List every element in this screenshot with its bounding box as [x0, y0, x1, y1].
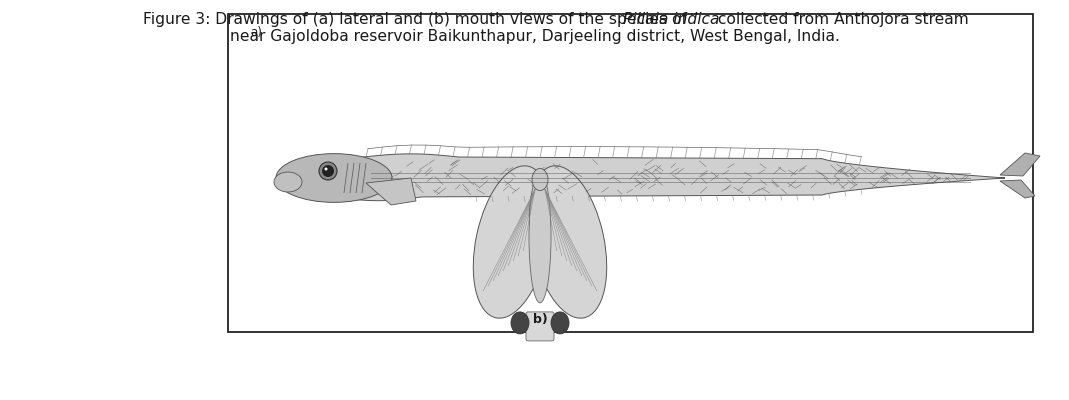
- Polygon shape: [276, 154, 1005, 201]
- Ellipse shape: [551, 312, 569, 334]
- Ellipse shape: [276, 154, 392, 202]
- Bar: [228, 14, 1033, 332]
- FancyBboxPatch shape: [526, 312, 554, 341]
- Text: Pillaia indica: Pillaia indica: [623, 12, 719, 27]
- Circle shape: [319, 162, 337, 180]
- Text: near Gajoldoba reservoir Baikunthapur, Darjeeling district, West Bengal, India.: near Gajoldoba reservoir Baikunthapur, D…: [230, 29, 839, 44]
- Polygon shape: [1000, 180, 1035, 198]
- Polygon shape: [1000, 153, 1040, 176]
- Ellipse shape: [532, 168, 548, 190]
- Circle shape: [322, 165, 334, 177]
- Text: a): a): [250, 26, 262, 39]
- Ellipse shape: [474, 166, 551, 318]
- Ellipse shape: [274, 172, 303, 192]
- Text: collected from Anthojora stream: collected from Anthojora stream: [713, 12, 969, 27]
- Text: Figure 3: Drawings of (a) lateral and (b) mouth views of the species of: Figure 3: Drawings of (a) lateral and (b…: [143, 12, 692, 27]
- Ellipse shape: [529, 166, 607, 318]
- Polygon shape: [366, 178, 416, 205]
- Ellipse shape: [511, 312, 529, 334]
- Text: b): b): [532, 313, 547, 326]
- Ellipse shape: [529, 171, 551, 303]
- Circle shape: [325, 168, 327, 170]
